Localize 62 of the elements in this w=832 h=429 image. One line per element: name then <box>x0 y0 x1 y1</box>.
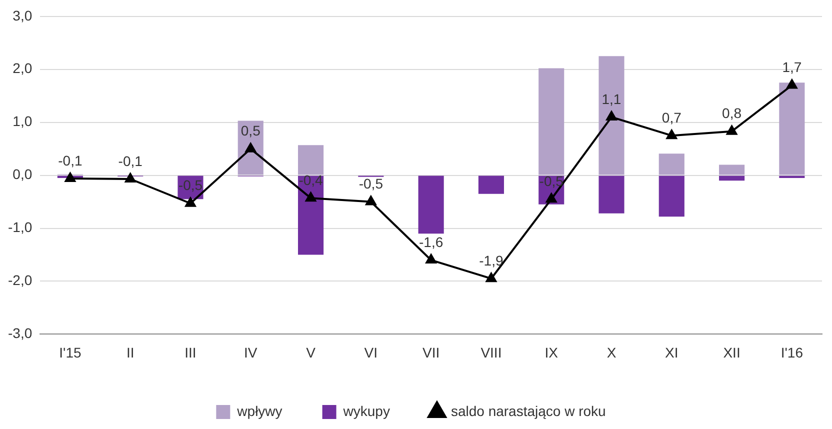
legend-label: saldo narastająco w roku <box>450 402 606 419</box>
bar <box>779 82 805 175</box>
bar <box>298 176 324 255</box>
point <box>185 197 196 207</box>
data-label: 0,8 <box>722 105 742 122</box>
x-tick-label: II <box>126 344 134 360</box>
point <box>366 196 376 206</box>
x-tick-label: IX <box>544 344 559 360</box>
y-tick-label: 0,0 <box>12 166 32 182</box>
x-tick-label: III <box>184 344 196 360</box>
bar <box>719 164 745 175</box>
x-tick-label: I'15 <box>59 344 82 360</box>
y-tick-label: 1,0 <box>12 113 32 130</box>
bar <box>719 176 745 181</box>
y-tick-label: -3,0 <box>8 325 32 342</box>
point <box>245 142 256 152</box>
y-tick-label: -1,0 <box>8 219 32 236</box>
data-label: -0,5 <box>178 177 203 194</box>
bar <box>418 176 444 234</box>
data-label: -0,5 <box>358 176 384 192</box>
legend-label: wpływy <box>236 402 282 419</box>
point <box>125 173 136 183</box>
data-label: 1,7 <box>782 59 802 76</box>
point <box>426 254 436 264</box>
y-tick-label: 2,0 <box>12 60 32 76</box>
data-label: -1,6 <box>419 234 444 250</box>
bar <box>598 176 624 214</box>
x-tick-label: V <box>306 344 316 360</box>
point <box>64 172 76 182</box>
x-tick-label: XI <box>665 344 678 360</box>
bar <box>538 68 564 175</box>
data-label: 0,5 <box>240 122 261 139</box>
data-label: -0,4 <box>298 172 324 188</box>
x-tick-label: VII <box>422 344 440 360</box>
bar <box>298 145 324 175</box>
bar <box>238 120 264 175</box>
point <box>606 111 617 121</box>
data-label: -0,1 <box>118 152 143 169</box>
x-tick-label: IV <box>244 344 258 360</box>
x-tick-label: I'16 <box>780 344 804 360</box>
data-label: 1,1 <box>602 90 622 107</box>
data-label: 0,7 <box>662 109 682 126</box>
bar <box>478 176 504 194</box>
data-label: -0,1 <box>58 152 82 168</box>
point <box>786 79 798 89</box>
x-tick-label: VIII <box>480 344 502 360</box>
point <box>305 192 316 202</box>
point <box>726 125 738 135</box>
y-tick-label: -2,0 <box>8 272 32 288</box>
legend-label: wykupy <box>342 402 390 419</box>
bar <box>658 154 684 175</box>
x-tick-label: XII <box>723 344 740 360</box>
x-tick-label: VI <box>364 344 378 360</box>
bar <box>658 176 684 217</box>
x-tick-label: X <box>606 344 617 360</box>
point <box>666 130 677 140</box>
y-tick-label: 3,0 <box>12 7 32 24</box>
point <box>486 272 497 282</box>
point <box>546 193 557 203</box>
data-label: -1,9 <box>479 252 504 268</box>
data-label: -0,5 <box>539 172 564 189</box>
bar <box>598 56 624 175</box>
